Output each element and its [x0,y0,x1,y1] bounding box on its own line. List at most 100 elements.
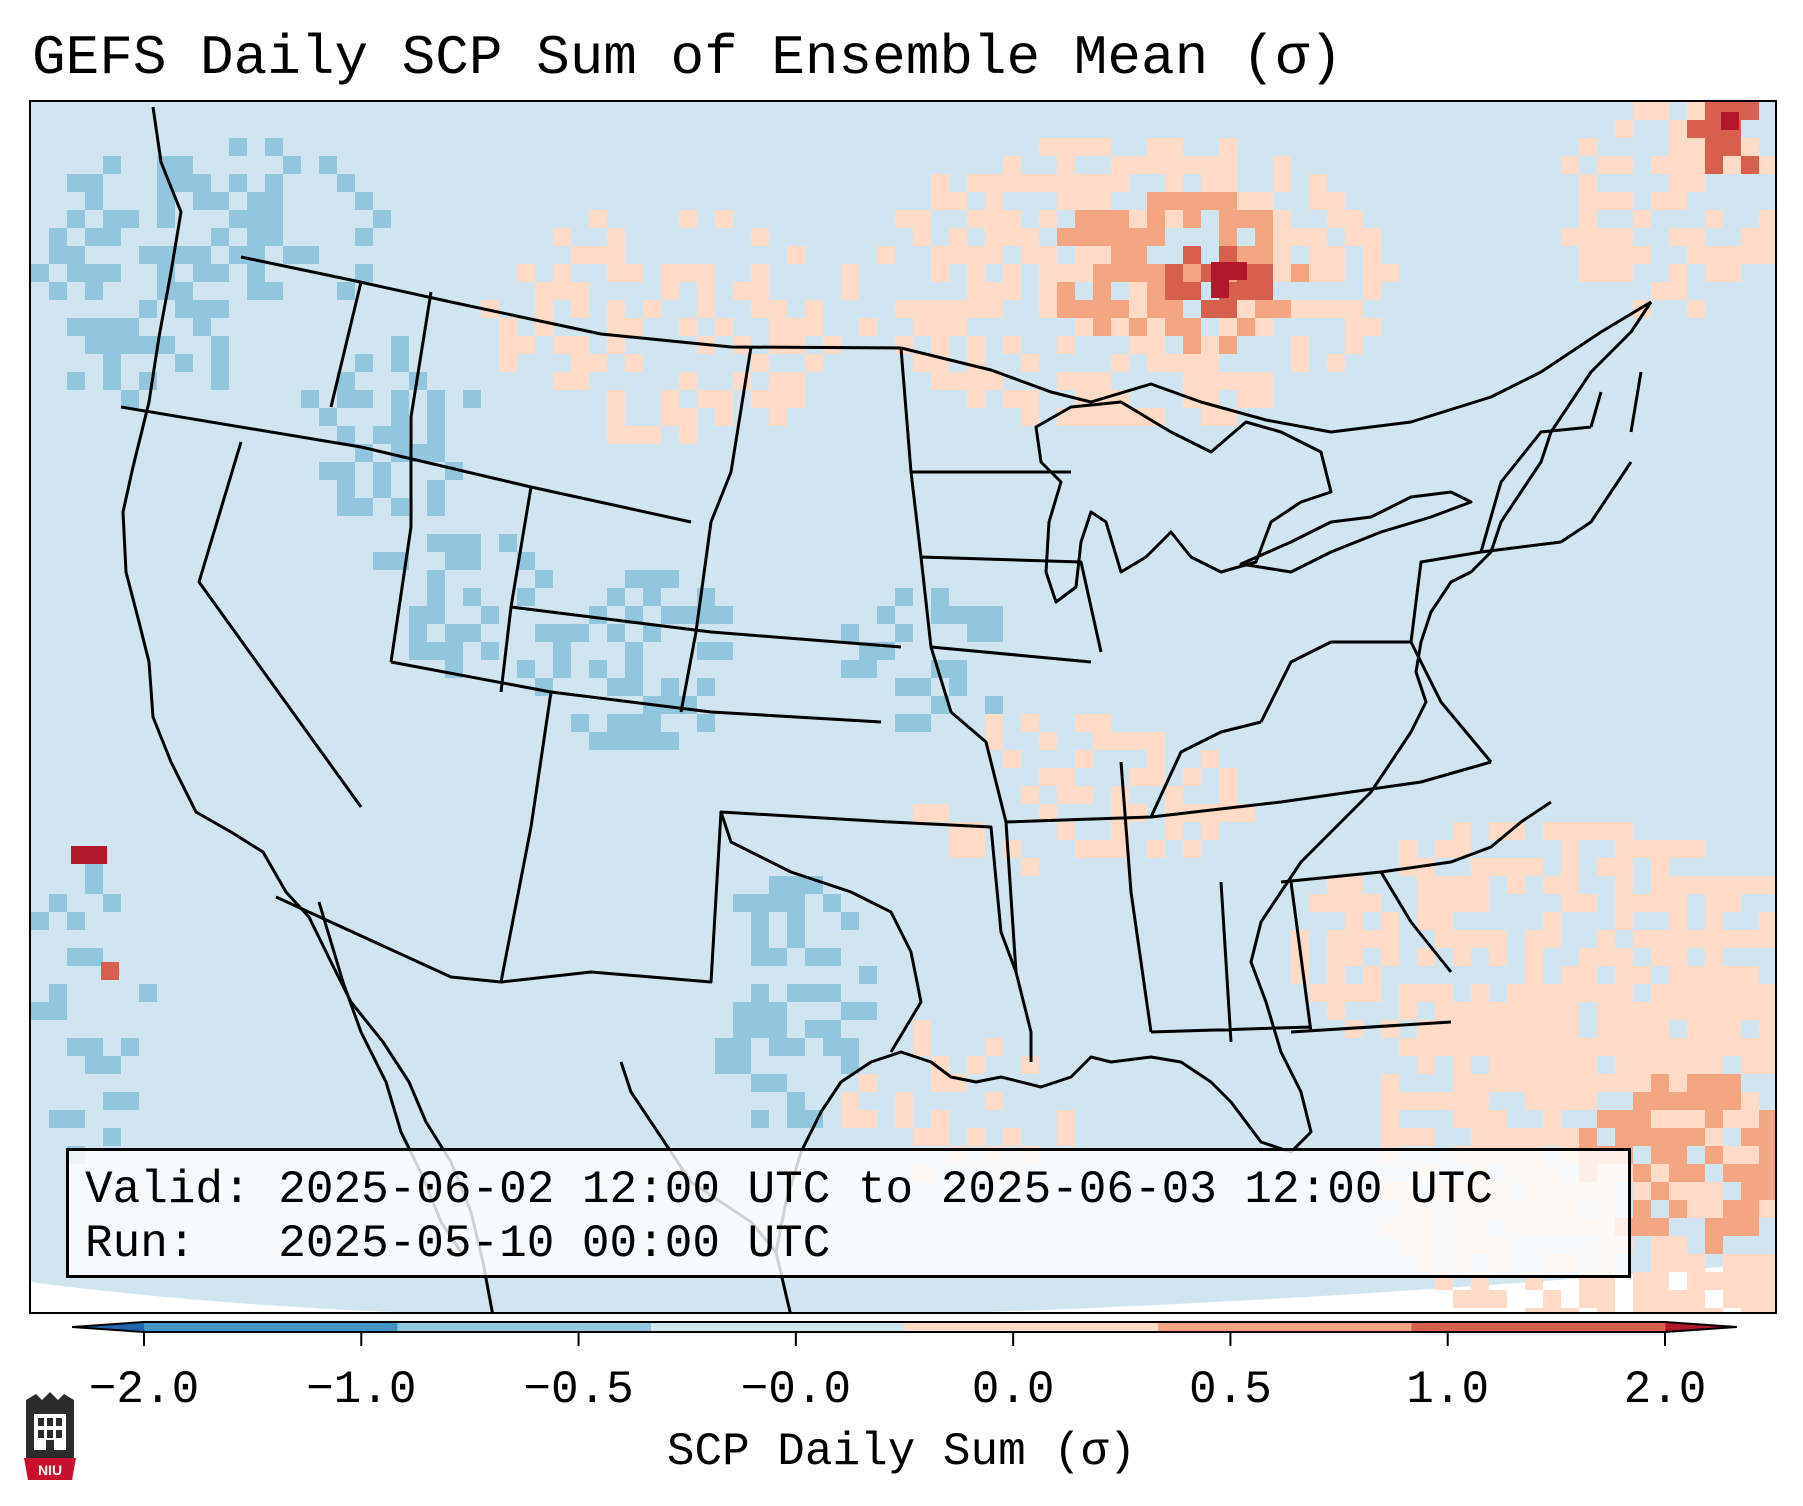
anomaly-cell [1003,174,1021,192]
anomaly-cell [1723,1092,1741,1110]
niu-logo-icon: NIU [24,1392,76,1480]
anomaly-cell [1111,786,1129,804]
anomaly-cell [1615,948,1633,966]
anomaly-cell [1543,876,1561,894]
anomaly-cell [553,336,571,354]
anomaly-cell [1147,138,1165,156]
anomaly-cell [607,300,625,318]
anomaly-cell [967,210,985,228]
anomaly-cell [103,210,121,228]
anomaly-cell [913,804,931,822]
anomaly-cell [1687,1074,1705,1092]
anomaly-cell [1057,372,1075,390]
anomaly-cell [1759,984,1775,1002]
anomaly-cell [265,174,283,192]
anomaly-cell [985,1038,1003,1056]
anomaly-cell [1129,210,1147,228]
anomaly-cell [859,318,877,336]
anomaly-cell [391,426,409,444]
anomaly-cell [391,444,409,462]
anomaly-cell [1579,966,1597,984]
anomaly-cell [913,210,931,228]
anomaly-cell [1723,984,1741,1002]
anomaly-cell [1759,228,1775,246]
anomaly-cell [1453,1056,1471,1074]
anomaly-cell [823,894,841,912]
anomaly-cell [85,876,103,894]
anomaly-cell [967,372,985,390]
anomaly-cell [1057,786,1075,804]
anomaly-cell [1093,264,1111,282]
anomaly-cell [1669,1128,1687,1146]
anomaly-cell [1327,966,1345,984]
anomaly-cell [1687,1110,1705,1128]
anomaly-cell [1381,930,1399,948]
anomaly-cell [103,372,121,390]
anomaly-cell [1741,930,1759,948]
anomaly-cell [1489,948,1507,966]
anomaly-cell [1057,264,1075,282]
anomaly-cell [1147,264,1165,282]
anomaly-cell [1651,930,1669,948]
anomaly-cell [409,606,427,624]
anomaly-cell [1471,1110,1489,1128]
anomaly-cell [625,426,643,444]
anomaly-cell [1525,948,1543,966]
anomaly-cell [1255,264,1273,282]
anomaly-cell [1687,228,1705,246]
anomaly-cell [661,264,679,282]
anomaly-cell [427,444,445,462]
anomaly-cell [1651,192,1669,210]
anomaly-cell [787,336,805,354]
anomaly-cell [247,210,265,228]
anomaly-cell [1111,264,1129,282]
anomaly-cell [139,246,157,264]
anomaly-cell [1057,282,1075,300]
anomaly-cell [1705,876,1723,894]
anomaly-cell [499,318,517,336]
anomaly-cell [1705,156,1723,174]
anomaly-cell [1615,876,1633,894]
anomaly-cell [1363,228,1381,246]
anomaly-cell [535,300,553,318]
anomaly-cell [211,372,229,390]
anomaly-cell [1489,858,1507,876]
anomaly-cell [841,1110,859,1128]
anomaly-cell [103,264,121,282]
anomaly-cell [1471,984,1489,1002]
anomaly-cell [1093,840,1111,858]
coastline-east [1209,301,1653,1154]
anomaly-cell [895,1110,913,1128]
anomaly-cell [715,1038,733,1056]
anomaly-cell [1219,228,1237,246]
anomaly-cell [823,1020,841,1038]
anomaly-cell [1759,1254,1775,1272]
anomaly-cell [643,300,661,318]
anomaly-cell [1489,1290,1507,1308]
anomaly-cell [1291,264,1309,282]
anomaly-cell [715,210,733,228]
anomaly-cell [1669,1308,1687,1312]
anomaly-cell [1723,1074,1741,1092]
anomaly-cell [715,1056,733,1074]
anomaly-cell [967,840,985,858]
anomaly-cell [1669,156,1687,174]
anomaly-cell [1237,282,1255,300]
anomaly-cell [319,408,337,426]
anomaly-cell [1705,1236,1723,1254]
anomaly-cell [1327,246,1345,264]
anomaly-cell [1687,1092,1705,1110]
anomaly-cell [409,624,427,642]
anomaly-cell [1309,246,1327,264]
anomaly-cell [1039,732,1057,750]
anomaly-cell [355,264,373,282]
anomaly-cell [517,588,535,606]
anomaly-cell [1111,246,1129,264]
run-label: Run: [85,1218,196,1270]
anomaly-cell [571,282,589,300]
anomaly-cell [1741,1146,1759,1164]
anomaly-cell [913,1020,931,1038]
anomaly-cell [1129,156,1147,174]
anomaly-cell [859,642,877,660]
anomaly-cell [1669,1146,1687,1164]
